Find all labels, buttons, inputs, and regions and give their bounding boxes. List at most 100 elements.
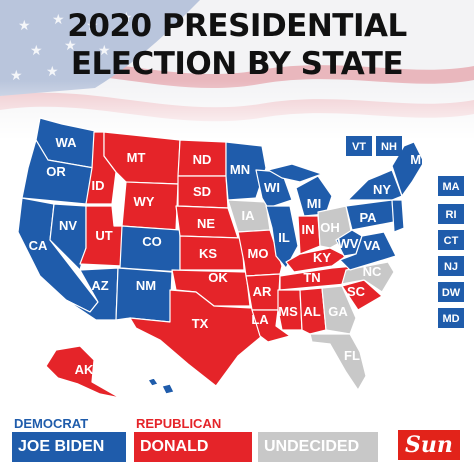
state-NJ-DE [391,199,405,233]
the-sun-logo: Sun [398,430,460,460]
state-label-id: ID [92,178,105,193]
state-label-ak: AK [75,362,94,377]
title-line-1: 2020 PRESIDENTIAL [67,8,407,44]
state-label-pa: PA [359,210,377,225]
svg-text:★: ★ [30,42,43,58]
state-TX [129,289,263,387]
state-label-mo: MO [248,246,269,261]
logo-text: Sun [405,432,453,458]
box-ma [438,176,464,196]
state-label-mn: MN [230,162,250,177]
state-label-ar: AR [253,284,272,299]
state-label-wv: WV [338,236,359,251]
small-state-boxes: VT NH MA RI CT NJ DW MD [346,136,464,328]
state-label-il: IL [278,230,290,245]
state-label-sd: SD [193,184,211,199]
state-MI-UP [267,163,323,183]
state-AL [299,287,327,335]
state-NY [347,169,403,201]
state-label-me: ME [410,152,430,167]
state-label-in: IN [302,222,315,237]
state-SC [341,279,383,311]
state-VA [339,231,397,271]
state-label-al: AL [303,304,320,319]
state-label-ks: KS [199,246,217,261]
state-label-nv: NV [59,218,77,233]
svg-text:★: ★ [52,11,65,27]
state-label-ok: OK [208,270,228,285]
state-label-oh: OH [320,220,340,235]
box-label-md: MD [442,313,459,325]
state-label-mt: MT [127,150,146,165]
state-label-ne: NE [197,216,215,231]
state-label-ga: GA [328,304,348,319]
state-label-fl: FL [344,348,360,363]
svg-text:★: ★ [46,63,59,79]
state-label-ky: KY [313,250,331,265]
state-label-wa: WA [56,135,78,150]
svg-text:★: ★ [86,17,99,33]
title-line-2: ELECTION BY STATE [70,46,404,82]
state-GA [321,285,357,335]
state-label-wi: WI [264,180,280,195]
state-label-az: AZ [91,278,108,293]
state-label-tn: TN [303,270,320,285]
state-NM [115,267,173,323]
state-label-hi: HI [154,394,167,409]
state-NC [341,261,395,293]
box-label-dw: DW [442,287,461,299]
box-label-nh: NH [381,141,397,153]
state-label-ut: UT [95,228,112,243]
state-label-ny: NY [373,182,391,197]
box-ri [438,204,464,224]
legend-republican-caption: REPUBLICAN [136,416,222,431]
state-MN [225,141,267,201]
state-CO [119,225,181,273]
state-label-or: OR [46,164,66,179]
svg-text:★: ★ [18,17,31,33]
state-label-ms: MS [278,304,298,319]
state-label-mi: MI [307,196,321,211]
svg-text:★: ★ [64,37,77,53]
state-label-nc: NC [363,264,382,279]
state-HI-2 [161,383,175,395]
state-FL [309,333,367,391]
state-label-la: LA [251,312,269,327]
box-md [438,308,464,328]
box-label-ct: CT [444,235,459,247]
box-label-ri: RI [446,209,457,221]
legend-democrat-caption: DEMOCRAT [14,416,89,431]
state-IL [265,205,299,269]
legend-democrat-box: JOE BIDEN [12,432,126,462]
box-dw [438,282,464,302]
state-label-ca: CA [29,238,48,253]
state-label-nd: ND [193,152,212,167]
state-label-co: CO [142,234,162,249]
box-label-nj: NJ [444,261,458,273]
svg-text:★: ★ [98,42,111,58]
box-vt [346,136,372,156]
state-KS [179,235,245,271]
state-label-ia: IA [242,208,256,223]
legend-undecided-box: UNDECIDED [258,432,378,462]
state-label-wy: WY [134,194,155,209]
state-label-va: VA [363,238,381,253]
state-label-nm: NM [136,278,156,293]
state-HI [147,377,159,387]
state-labels: WA OR CA NV ID MT WY UT AZ CO NM ND SD NE KS OK TX MN IA MO… [29,135,430,409]
state-MS [277,289,303,331]
state-MI [295,175,333,217]
box-nj [438,256,464,276]
box-label-ma: MA [442,181,459,193]
box-label-vt: VT [352,141,366,153]
svg-text:★: ★ [10,67,23,83]
state-AK [45,345,121,399]
legend-republican-box: DONALD TRUMP [134,432,252,473]
box-ct [438,230,464,250]
state-label-sc: SC [347,284,366,299]
box-nh [376,136,402,156]
svg-text:★: ★ [120,9,133,25]
state-label-tx: TX [192,316,209,331]
